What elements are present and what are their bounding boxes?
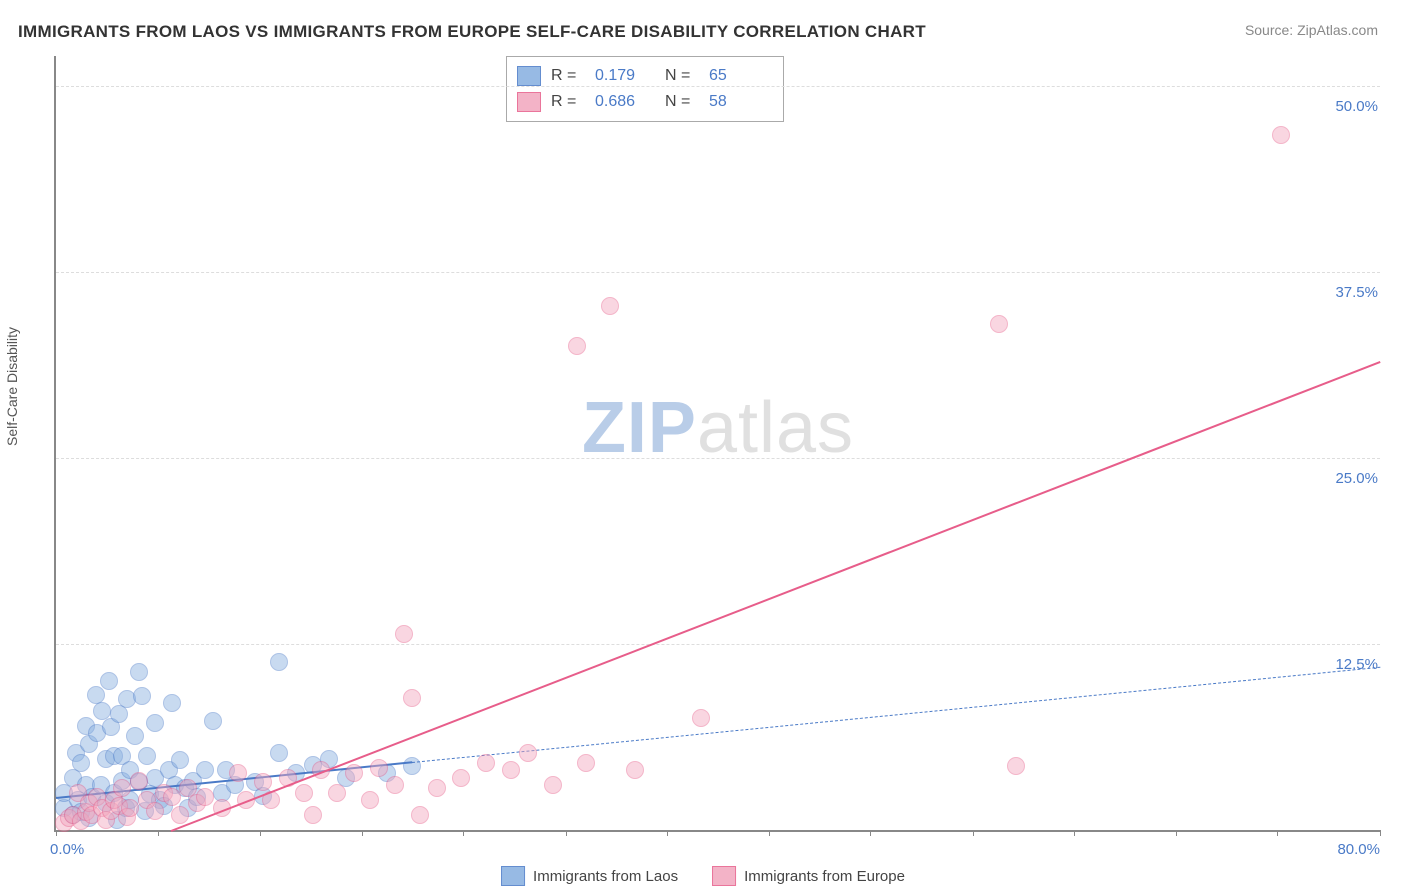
scatter-point bbox=[361, 791, 379, 809]
x-tick bbox=[260, 830, 261, 836]
scatter-point bbox=[130, 772, 148, 790]
scatter-point bbox=[100, 672, 118, 690]
x-tick bbox=[566, 830, 567, 836]
legend-swatch bbox=[517, 92, 541, 112]
scatter-point bbox=[196, 761, 214, 779]
legend-swatch bbox=[517, 66, 541, 86]
scatter-point bbox=[133, 687, 151, 705]
series-name: Immigrants from Europe bbox=[744, 868, 905, 885]
scatter-point bbox=[171, 806, 189, 824]
legend-swatch bbox=[712, 866, 736, 886]
scatter-point bbox=[990, 315, 1008, 333]
scatter-point bbox=[163, 788, 181, 806]
scatter-point bbox=[270, 744, 288, 762]
scatter-point bbox=[146, 802, 164, 820]
watermark-zip: ZIP bbox=[582, 388, 697, 468]
scatter-point bbox=[692, 709, 710, 727]
x-tick bbox=[870, 830, 871, 836]
scatter-point bbox=[568, 337, 586, 355]
series-legend-item: Immigrants from Europe bbox=[712, 866, 905, 886]
x-tick bbox=[667, 830, 668, 836]
x-tick bbox=[463, 830, 464, 836]
scatter-point bbox=[403, 689, 421, 707]
grid-line bbox=[56, 272, 1380, 273]
scatter-point bbox=[93, 702, 111, 720]
scatter-point bbox=[87, 686, 105, 704]
x-tick bbox=[1380, 830, 1381, 836]
x-tick bbox=[973, 830, 974, 836]
scatter-point bbox=[229, 764, 247, 782]
scatter-point bbox=[196, 788, 214, 806]
x-tick bbox=[1074, 830, 1075, 836]
legend-swatch bbox=[501, 866, 525, 886]
scatter-point bbox=[403, 757, 421, 775]
scatter-point bbox=[477, 754, 495, 772]
scatter-point bbox=[254, 773, 272, 791]
x-max-label: 80.0% bbox=[1337, 841, 1380, 858]
scatter-point bbox=[304, 806, 322, 824]
scatter-point bbox=[577, 754, 595, 772]
series-name: Immigrants from Laos bbox=[533, 868, 678, 885]
x-min-label: 0.0% bbox=[50, 841, 84, 858]
scatter-point bbox=[295, 784, 313, 802]
scatter-point bbox=[1007, 757, 1025, 775]
scatter-point bbox=[519, 744, 537, 762]
watermark: ZIPatlas bbox=[582, 387, 854, 469]
x-tick bbox=[1277, 830, 1278, 836]
legend-r-value: 0.686 bbox=[595, 89, 655, 115]
series-legend-item: Immigrants from Laos bbox=[501, 866, 678, 886]
grid-line bbox=[56, 86, 1380, 87]
scatter-point bbox=[163, 694, 181, 712]
legend-n-value: 58 bbox=[709, 89, 769, 115]
scatter-point bbox=[113, 779, 131, 797]
scatter-point bbox=[1272, 126, 1290, 144]
scatter-point bbox=[270, 653, 288, 671]
scatter-point bbox=[138, 747, 156, 765]
legend-n-label: N = bbox=[665, 89, 699, 115]
scatter-point bbox=[544, 776, 562, 794]
scatter-point bbox=[428, 779, 446, 797]
scatter-point bbox=[386, 776, 404, 794]
scatter-point bbox=[395, 625, 413, 643]
scatter-point bbox=[72, 754, 90, 772]
y-axis-label: Self-Care Disability bbox=[4, 327, 20, 446]
scatter-point bbox=[452, 769, 470, 787]
grid-line bbox=[56, 644, 1380, 645]
scatter-point bbox=[626, 761, 644, 779]
legend-row: R = 0.686 N = 58 bbox=[517, 89, 769, 115]
scatter-point bbox=[328, 784, 346, 802]
series-legend: Immigrants from Laos Immigrants from Euro… bbox=[501, 866, 905, 886]
chart-container: IMMIGRANTS FROM LAOS VS IMMIGRANTS FROM … bbox=[0, 0, 1406, 892]
scatter-point bbox=[126, 727, 144, 745]
y-tick-label: 25.0% bbox=[1335, 470, 1382, 487]
scatter-point bbox=[171, 751, 189, 769]
x-tick bbox=[769, 830, 770, 836]
correlation-legend: R =0.179N =65R =0.686N =58 bbox=[506, 56, 784, 122]
watermark-atlas: atlas bbox=[697, 388, 854, 468]
scatter-point bbox=[146, 714, 164, 732]
x-tick bbox=[158, 830, 159, 836]
x-tick bbox=[362, 830, 363, 836]
x-tick bbox=[56, 830, 57, 836]
plot-area: ZIPatlas R =0.179N =65R =0.686N =58 12.5… bbox=[54, 56, 1380, 832]
scatter-point bbox=[204, 712, 222, 730]
y-tick-label: 37.5% bbox=[1335, 284, 1382, 301]
scatter-point bbox=[370, 759, 388, 777]
x-tick bbox=[1176, 830, 1177, 836]
y-tick-label: 50.0% bbox=[1335, 98, 1382, 115]
chart-title: IMMIGRANTS FROM LAOS VS IMMIGRANTS FROM … bbox=[18, 22, 926, 42]
scatter-point bbox=[121, 799, 139, 817]
scatter-point bbox=[601, 297, 619, 315]
trend-line bbox=[171, 361, 1381, 832]
grid-line bbox=[56, 458, 1380, 459]
source-label: Source: ZipAtlas.com bbox=[1245, 22, 1378, 38]
scatter-point bbox=[345, 764, 363, 782]
legend-r-label: R = bbox=[551, 89, 585, 115]
scatter-point bbox=[411, 806, 429, 824]
scatter-point bbox=[502, 761, 520, 779]
scatter-point bbox=[130, 663, 148, 681]
